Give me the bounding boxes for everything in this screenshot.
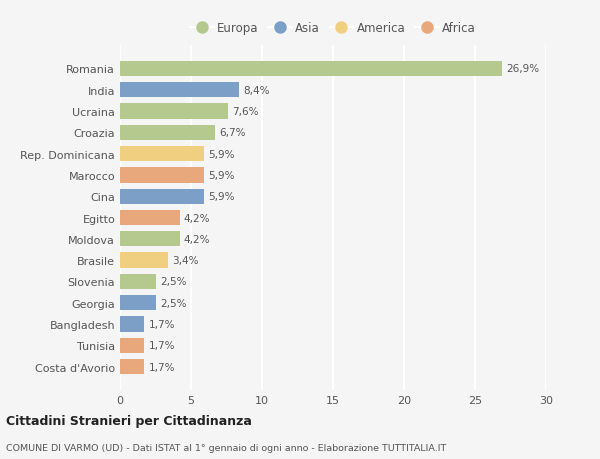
Text: 5,9%: 5,9% — [208, 192, 235, 202]
Text: 4,2%: 4,2% — [184, 213, 211, 223]
Bar — [120, 338, 144, 353]
Bar — [120, 189, 204, 204]
Text: 4,2%: 4,2% — [184, 234, 211, 244]
Bar — [120, 210, 179, 226]
Text: 7,6%: 7,6% — [232, 107, 259, 117]
Bar — [120, 296, 155, 311]
Bar — [120, 146, 204, 162]
Legend: Europa, Asia, America, Africa: Europa, Asia, America, Africa — [185, 17, 481, 40]
Text: 6,7%: 6,7% — [220, 128, 246, 138]
Text: 2,5%: 2,5% — [160, 298, 186, 308]
Text: 5,9%: 5,9% — [208, 149, 235, 159]
Text: 1,7%: 1,7% — [148, 319, 175, 329]
Bar — [120, 104, 228, 119]
Text: 1,7%: 1,7% — [148, 362, 175, 372]
Text: 3,4%: 3,4% — [173, 256, 199, 266]
Text: 2,5%: 2,5% — [160, 277, 186, 287]
Bar — [120, 168, 204, 183]
Text: 8,4%: 8,4% — [244, 85, 270, 95]
Bar — [120, 317, 144, 332]
Text: 1,7%: 1,7% — [148, 341, 175, 351]
Bar — [120, 253, 168, 268]
Text: 26,9%: 26,9% — [506, 64, 539, 74]
Text: 5,9%: 5,9% — [208, 170, 235, 180]
Bar — [120, 232, 179, 247]
Text: COMUNE DI VARMO (UD) - Dati ISTAT al 1° gennaio di ogni anno - Elaborazione TUTT: COMUNE DI VARMO (UD) - Dati ISTAT al 1° … — [6, 443, 446, 452]
Bar — [120, 83, 239, 98]
Text: Cittadini Stranieri per Cittadinanza: Cittadini Stranieri per Cittadinanza — [6, 414, 252, 428]
Bar — [120, 62, 502, 77]
Bar — [120, 359, 144, 375]
Bar — [120, 125, 215, 140]
Bar — [120, 274, 155, 290]
